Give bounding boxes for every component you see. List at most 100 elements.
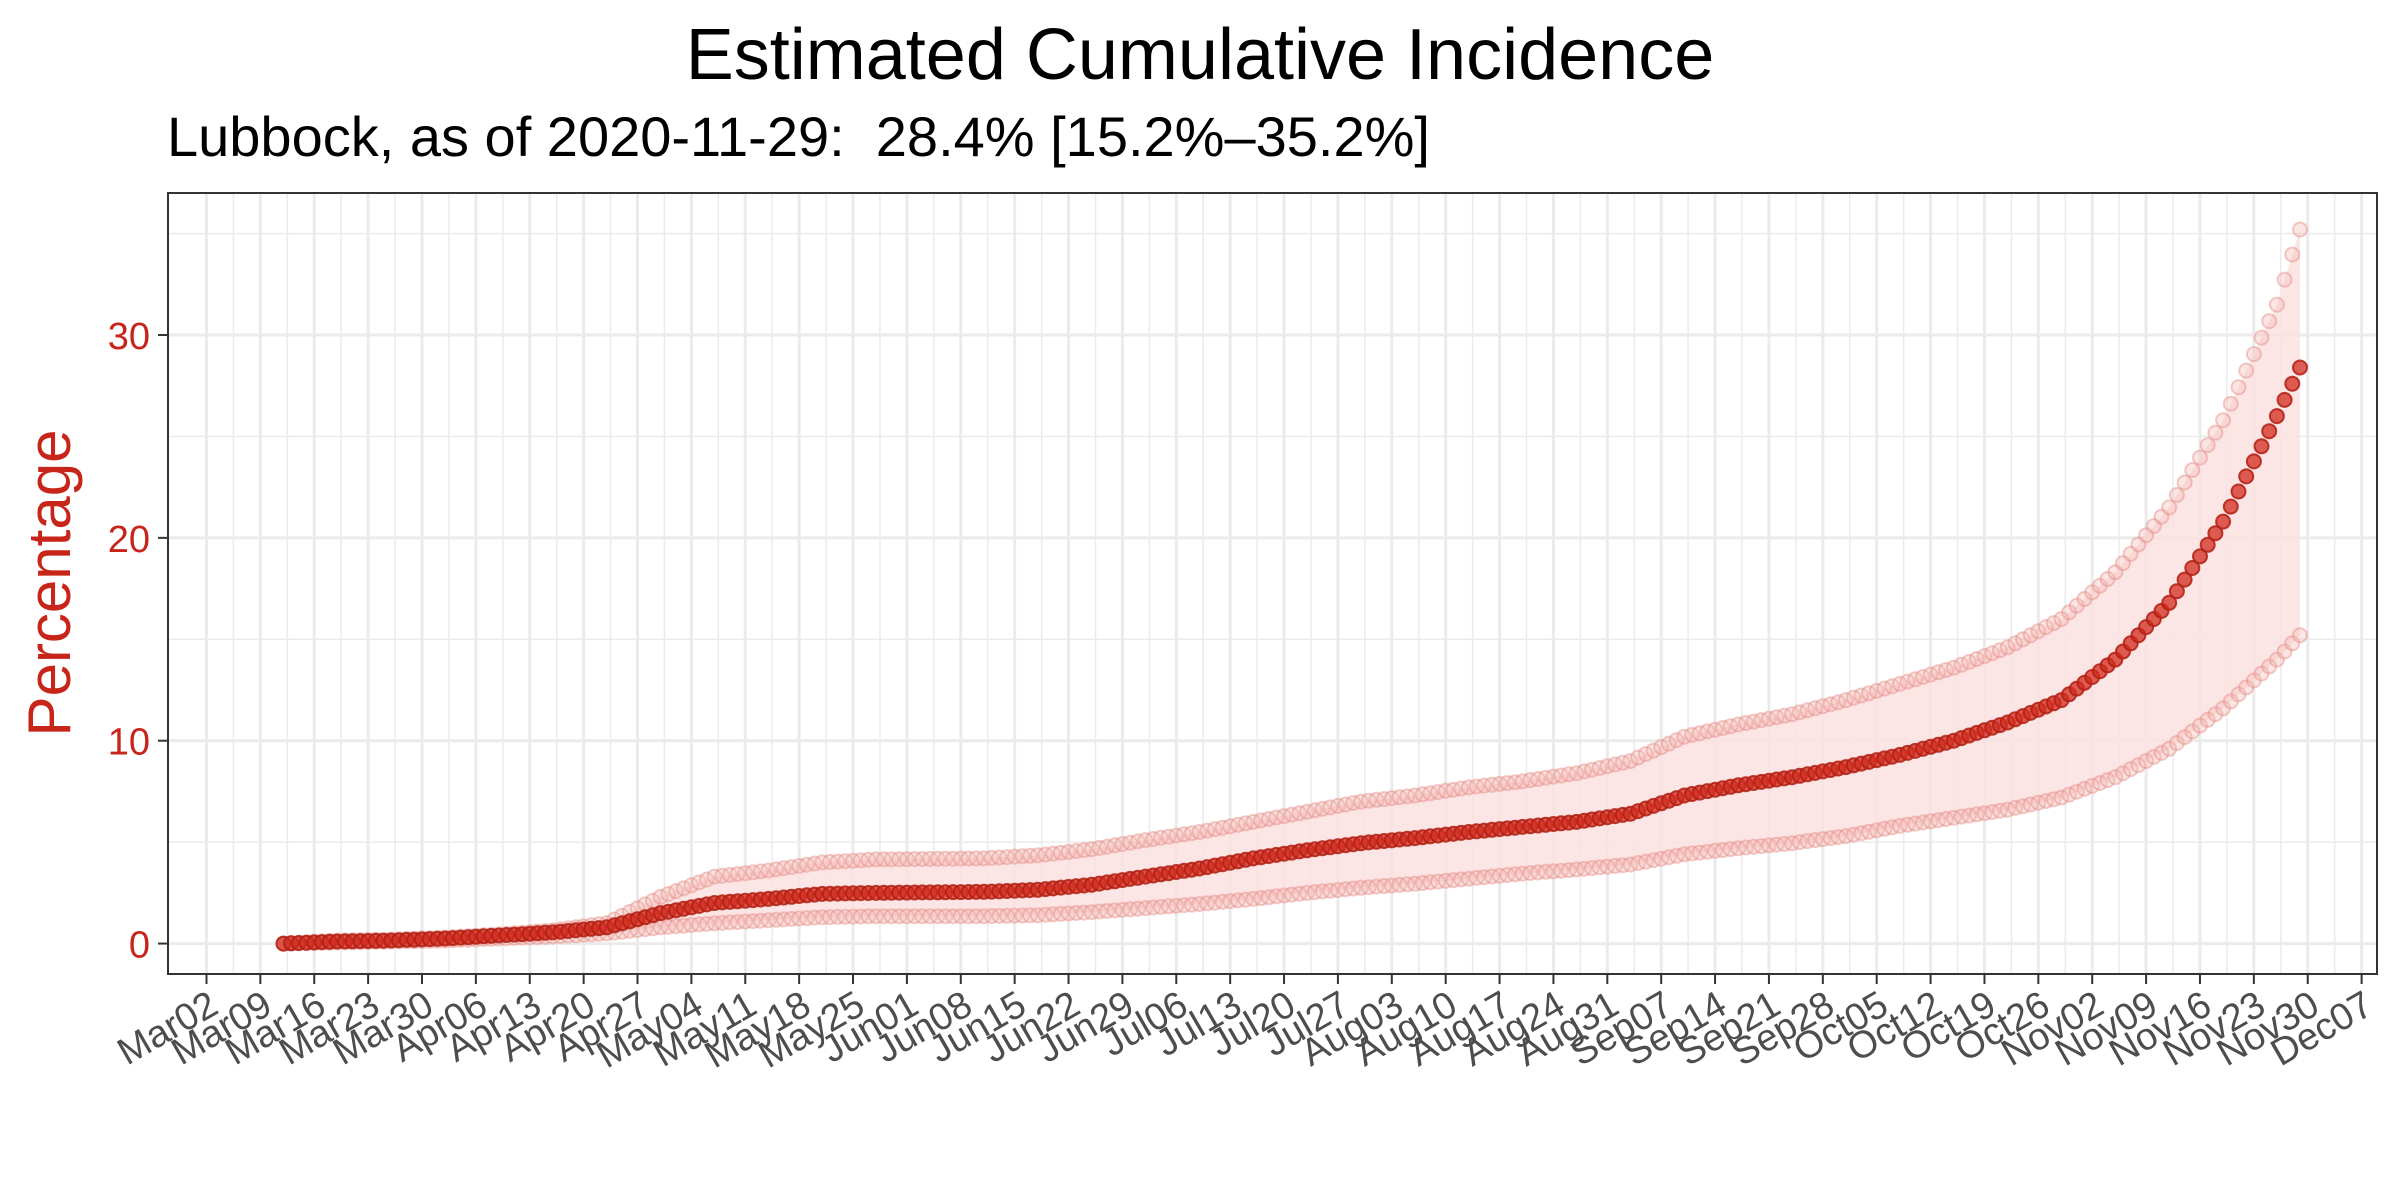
lower-bound-point xyxy=(768,911,785,928)
upper-bound-point xyxy=(1514,773,1531,790)
lower-bound-point xyxy=(2230,686,2247,703)
upper-bound-point xyxy=(768,861,785,878)
upper-bound-point xyxy=(1137,832,1154,849)
upper-bound-point xyxy=(1799,702,1816,719)
upper-bound-point xyxy=(960,850,977,867)
upper-bound-point xyxy=(2099,571,2116,587)
upper-bound-point xyxy=(1245,813,1262,830)
upper-bound-point xyxy=(1599,758,1616,775)
upper-bound-point xyxy=(868,851,885,868)
lower-bound-point xyxy=(1560,862,1577,879)
upper-bound-point xyxy=(1430,784,1446,800)
lower-bound-point xyxy=(2276,643,2293,660)
upper-bound-point xyxy=(1676,728,1693,745)
lower-bound-point xyxy=(2107,769,2124,786)
lower-bound-point xyxy=(798,910,815,927)
lower-bound-point xyxy=(1660,849,1677,866)
lower-bound-point xyxy=(660,918,677,935)
x-axis-ticks: Mar02Mar09Mar16Mar23Mar30Apr06Apr13Apr20… xyxy=(111,974,2380,1077)
lower-bound-point xyxy=(1406,875,1423,892)
chart-subtitle: Lubbock, as of 2020-11-29: 28.4% [15.2%–… xyxy=(167,105,1430,168)
lower-bound-point xyxy=(2292,627,2308,644)
lower-bound-point xyxy=(1845,826,1862,843)
lower-bound-point xyxy=(1299,884,1316,901)
lower-bound-point xyxy=(1006,907,1023,924)
lower-bound-point xyxy=(1876,820,1893,837)
chart-title: Estimated Cumulative Incidence xyxy=(685,15,1715,95)
lower-bound-point xyxy=(1599,858,1616,875)
upper-bound-point xyxy=(2230,379,2247,396)
upper-bound-point xyxy=(1052,844,1069,861)
lower-bound-point xyxy=(2284,635,2301,652)
upper-bound-point xyxy=(1114,836,1131,852)
upper-bound-point xyxy=(1345,795,1362,811)
lower-bound-point xyxy=(1430,873,1446,890)
upper-bound-point xyxy=(891,851,908,868)
upper-bound-point xyxy=(2053,611,2070,627)
lower-bound-point xyxy=(1099,903,1115,919)
upper-bound-point xyxy=(2145,518,2162,534)
lower-bound-point xyxy=(2199,711,2216,728)
estimate-point xyxy=(2284,375,2301,392)
upper-bound-point xyxy=(1391,789,1408,806)
lower-bound-point xyxy=(2130,757,2147,774)
lower-bound-point xyxy=(1730,840,1747,857)
lower-bound-point xyxy=(706,915,723,932)
lower-bound-point xyxy=(1999,801,2016,818)
upper-bound-point xyxy=(2222,395,2239,412)
lower-bound-point xyxy=(1460,870,1477,887)
lower-bound-point xyxy=(983,908,1000,924)
lower-bound-point xyxy=(2091,775,2108,791)
upper-bound-point xyxy=(1714,720,1731,736)
lower-bound-point xyxy=(1637,853,1654,870)
upper-bound-point xyxy=(2076,591,2093,607)
upper-bound-point xyxy=(883,851,900,868)
lower-bound-point xyxy=(2268,651,2285,668)
upper-bound-point xyxy=(906,851,923,867)
lower-bound-point xyxy=(891,908,908,925)
upper-bound-point xyxy=(1945,659,1962,676)
lower-bound-point xyxy=(2153,744,2170,761)
upper-bound-point xyxy=(1645,742,1662,759)
lower-bound-point xyxy=(898,908,915,925)
estimate-point xyxy=(2230,483,2247,500)
lower-bound-point xyxy=(1837,828,1854,845)
lower-bound-point xyxy=(1745,838,1762,855)
lower-bound-point xyxy=(698,915,715,932)
upper-bound-point xyxy=(1160,828,1177,845)
lower-bound-point xyxy=(906,908,923,925)
upper-bound-point xyxy=(1491,775,1508,792)
upper-bound-point xyxy=(1414,786,1431,803)
upper-bound-point xyxy=(860,851,877,868)
lower-bound-point xyxy=(1491,867,1508,884)
upper-bound-point xyxy=(1091,839,1108,856)
y-tick-label: 30 xyxy=(108,316,150,358)
estimate-point xyxy=(2176,571,2193,588)
upper-bound-point xyxy=(845,852,861,869)
upper-bound-point xyxy=(1768,709,1785,726)
upper-bound-point xyxy=(2268,296,2285,313)
upper-bound-point xyxy=(2084,584,2101,601)
lower-bound-point xyxy=(683,917,700,933)
upper-bound-point xyxy=(1276,808,1292,825)
lower-bound-point xyxy=(1653,850,1670,867)
upper-bound-point xyxy=(1322,799,1339,816)
upper-bound-point xyxy=(1653,739,1670,756)
lower-bound-point xyxy=(868,908,885,925)
estimate-point xyxy=(2199,536,2216,553)
lower-bound-point xyxy=(2038,793,2054,809)
upper-bound-point xyxy=(2045,615,2062,632)
upper-bound-point xyxy=(1260,811,1277,827)
lower-bound-point xyxy=(1899,816,1916,833)
upper-bound-point xyxy=(945,850,962,867)
lower-bound-point xyxy=(1853,825,1870,842)
lower-bound-point xyxy=(2068,783,2085,800)
upper-bound-point xyxy=(1961,653,1978,670)
lower-bound-point xyxy=(1329,882,1346,898)
upper-bound-point xyxy=(1468,778,1485,795)
lower-bound-point xyxy=(1545,863,1562,880)
lower-bound-point xyxy=(875,908,892,925)
lower-bound-point xyxy=(2161,740,2178,757)
lower-bound-point xyxy=(1737,839,1754,856)
y-axis-ticks: 0 10 20 30 xyxy=(108,316,168,967)
